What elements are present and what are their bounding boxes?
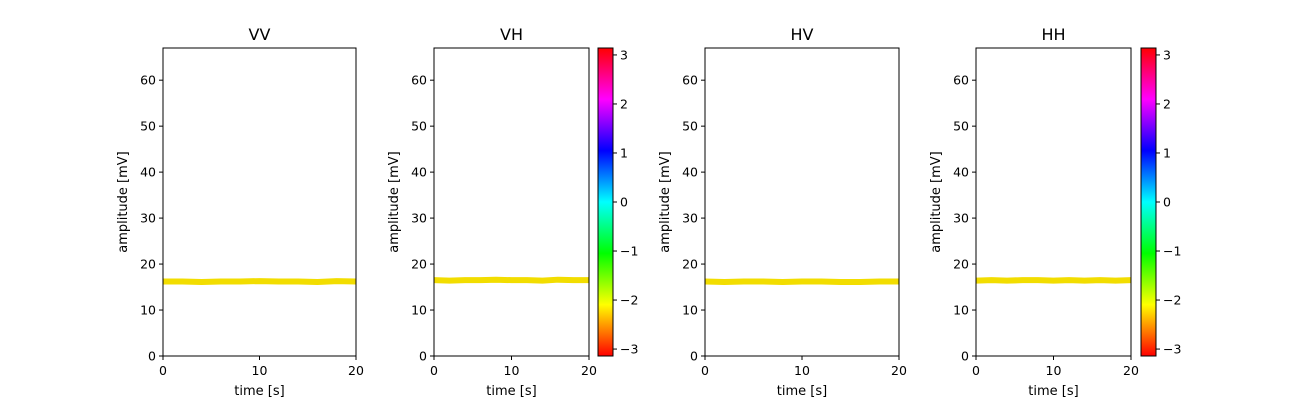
- y-tick-label: 20: [953, 257, 969, 272]
- x-tick-label: 10: [1046, 363, 1062, 378]
- x-tick-label: 20: [891, 363, 907, 378]
- y-tick-label: 10: [140, 303, 156, 318]
- y-tick-label: 0: [690, 349, 698, 364]
- y-axis-label: amplitude [mV]: [116, 151, 131, 253]
- x-tick-label: 0: [159, 363, 167, 378]
- colorbar-tick-label: −3: [620, 342, 638, 357]
- x-tick-label: 10: [794, 363, 810, 378]
- subplot-title: HV: [791, 25, 814, 44]
- y-tick-label: 50: [140, 119, 156, 134]
- y-tick-label: 10: [411, 303, 427, 318]
- y-tick-label: 40: [140, 165, 156, 180]
- subplot-title: HH: [1041, 25, 1065, 44]
- colorbar-bar: [597, 47, 614, 357]
- y-axis-label: amplitude [mV]: [658, 151, 673, 253]
- y-tick-label: 60: [411, 73, 427, 88]
- colorbar: 3 2 1 0 −1 −2 −3: [597, 47, 638, 357]
- colorbar-tick-label: −1: [1163, 244, 1181, 259]
- data-series-line: [434, 276, 589, 284]
- y-tick-label: 50: [411, 119, 427, 134]
- y-tick-label: 60: [140, 73, 156, 88]
- x-axis-label: time [s]: [777, 384, 827, 399]
- y-tick-label: 30: [953, 211, 969, 226]
- colorbar-tick-label: −3: [1163, 342, 1181, 357]
- x-axis-label: time [s]: [234, 384, 284, 399]
- x-tick-label: 0: [972, 363, 980, 378]
- x-tick-label: 0: [701, 363, 709, 378]
- colorbar-tick-label: −1: [620, 244, 638, 259]
- y-tick-label: 0: [419, 349, 427, 364]
- axes-frame: [162, 47, 357, 357]
- x-tick-label: 20: [348, 363, 364, 378]
- y-tick-label: 50: [953, 119, 969, 134]
- y-tick-label: 60: [953, 73, 969, 88]
- x-axis-label: time [s]: [486, 384, 536, 399]
- axes-frame: [433, 47, 590, 357]
- y-axis-label: amplitude [mV]: [387, 151, 402, 253]
- subplot-2: HV 0 10 20 0 10 20 30 40 50 60 time [s] amplitude [m…: [658, 25, 907, 399]
- axes-frame: [975, 47, 1132, 357]
- colorbar-tick-label: 2: [620, 96, 628, 111]
- colorbar-bar: [1140, 47, 1157, 357]
- y-tick-label: 20: [411, 257, 427, 272]
- y-tick-label: 30: [140, 211, 156, 226]
- x-tick-label: 10: [504, 363, 520, 378]
- y-tick-label: 0: [961, 349, 969, 364]
- colorbar-tick-label: 2: [1163, 96, 1171, 111]
- y-tick-label: 40: [682, 165, 698, 180]
- y-tick-label: 0: [148, 349, 156, 364]
- y-tick-label: 20: [140, 257, 156, 272]
- data-series-line: [163, 278, 356, 285]
- y-tick-label: 40: [411, 165, 427, 180]
- y-axis-label: amplitude [mV]: [929, 151, 944, 253]
- colorbar-tick-label: 0: [620, 195, 628, 210]
- y-tick-label: 50: [682, 119, 698, 134]
- colorbar-tick-label: 1: [1163, 145, 1171, 160]
- subplot-0: VV 0 10 20 0 10 20 30 40 50 60 time [s] amplitude [m…: [116, 25, 364, 399]
- y-tick-label: 60: [682, 73, 698, 88]
- x-tick-label: 10: [252, 363, 268, 378]
- colorbar: 3 2 1 0 −1 −2 −3: [1140, 47, 1181, 357]
- colorbar-tick-label: 3: [620, 47, 628, 62]
- subplot-title: VH: [500, 25, 523, 44]
- y-tick-label: 30: [682, 211, 698, 226]
- x-tick-label: 0: [430, 363, 438, 378]
- x-axis-label: time [s]: [1028, 384, 1078, 399]
- colorbar-tick-label: 1: [620, 145, 628, 160]
- y-tick-label: 20: [682, 257, 698, 272]
- x-tick-label: 20: [1123, 363, 1139, 378]
- colorbar-tick-label: −2: [620, 293, 638, 308]
- colorbar-tick-label: 3: [1163, 47, 1171, 62]
- subplot-title: VV: [249, 25, 271, 44]
- y-tick-label: 10: [953, 303, 969, 318]
- y-tick-label: 10: [682, 303, 698, 318]
- colorbar-tick-label: −2: [1163, 293, 1181, 308]
- x-tick-label: 20: [581, 363, 597, 378]
- y-tick-label: 40: [953, 165, 969, 180]
- axes-frame: [704, 47, 900, 357]
- y-tick-label: 30: [411, 211, 427, 226]
- colorbar-tick-label: 0: [1163, 195, 1171, 210]
